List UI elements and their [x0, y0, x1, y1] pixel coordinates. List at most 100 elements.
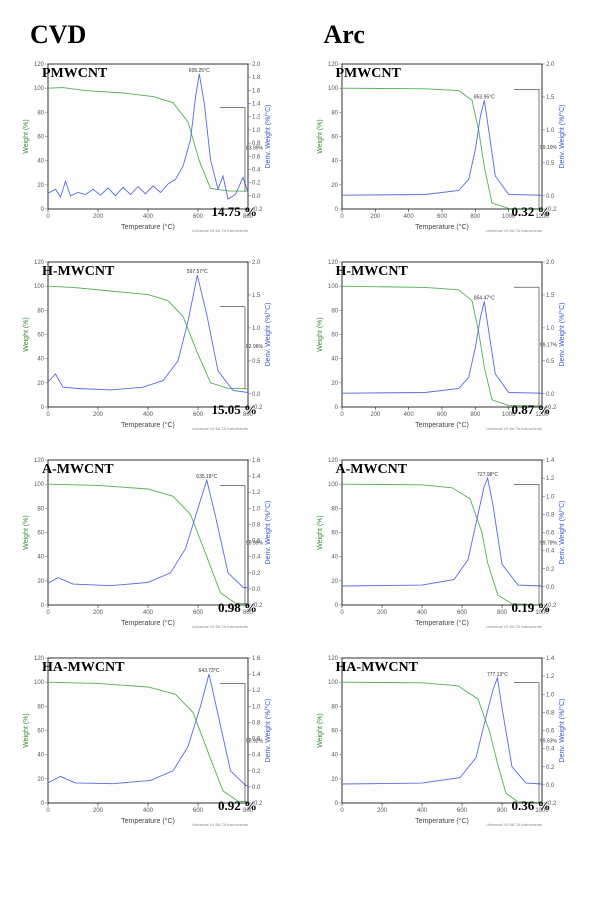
svg-text:99.17%: 99.17%: [540, 343, 558, 349]
svg-text:600: 600: [456, 610, 467, 616]
svg-text:800: 800: [496, 808, 507, 814]
svg-text:80: 80: [37, 308, 44, 314]
svg-text:100: 100: [34, 284, 45, 290]
tga-panel: HA-MWCNT0.36 %02004006008001000020406080…: [314, 648, 569, 828]
svg-text:853.95°C: 853.95°C: [473, 94, 494, 100]
svg-text:Weight (%): Weight (%): [23, 515, 30, 550]
svg-text:600: 600: [193, 412, 204, 418]
svg-text:1.2: 1.2: [252, 115, 261, 121]
svg-text:Weight (%): Weight (%): [317, 713, 324, 748]
svg-text:99.10%: 99.10%: [540, 145, 558, 151]
svg-text:1.2: 1.2: [546, 476, 555, 482]
svg-text:80: 80: [37, 704, 44, 710]
svg-text:80: 80: [37, 506, 44, 512]
svg-text:1.2: 1.2: [546, 674, 555, 680]
svg-text:1.4: 1.4: [252, 474, 261, 480]
svg-text:0.0: 0.0: [546, 392, 555, 398]
svg-text:Temperature (°C): Temperature (°C): [415, 421, 469, 429]
tga-panel: A-MWCNT0.98 %020040060080002040608010012…: [20, 450, 275, 630]
svg-text:60: 60: [37, 333, 44, 339]
svg-text:40: 40: [37, 555, 44, 561]
svg-text:20: 20: [37, 183, 44, 189]
svg-text:20: 20: [331, 381, 338, 387]
svg-text:0.2: 0.2: [252, 571, 261, 577]
svg-text:200: 200: [370, 412, 381, 418]
tga-panel: PMWCNT0.32 %0200400600800100012000204060…: [314, 54, 569, 234]
svg-text:0.0: 0.0: [252, 785, 261, 791]
svg-text:200: 200: [93, 808, 104, 814]
svg-text:20: 20: [37, 777, 44, 783]
svg-text:400: 400: [143, 412, 154, 418]
panel-title: H-MWCNT: [336, 264, 408, 280]
svg-text:1.0: 1.0: [252, 326, 261, 332]
svg-text:1.0: 1.0: [546, 692, 555, 698]
svg-text:0: 0: [340, 412, 344, 418]
svg-text:0: 0: [334, 603, 338, 609]
svg-text:600: 600: [193, 610, 204, 616]
svg-text:0.0: 0.0: [546, 783, 555, 789]
svg-text:40: 40: [331, 753, 338, 759]
svg-text:200: 200: [93, 412, 104, 418]
residual-percent: 0.32 %: [512, 204, 551, 220]
svg-text:99.63%: 99.63%: [540, 739, 558, 745]
residual-percent: 15.05 %: [212, 402, 258, 418]
svg-text:1.8: 1.8: [252, 75, 261, 81]
svg-text:1.6: 1.6: [252, 88, 261, 94]
svg-text:0.0: 0.0: [252, 392, 261, 398]
svg-text:635.18°C: 635.18°C: [196, 474, 217, 480]
svg-text:0.4: 0.4: [546, 549, 555, 555]
svg-text:400: 400: [143, 214, 154, 220]
svg-text:100: 100: [327, 680, 338, 686]
svg-text:600: 600: [193, 808, 204, 814]
svg-text:0.6: 0.6: [546, 531, 555, 537]
svg-text:0.4: 0.4: [252, 167, 261, 173]
svg-text:Temperature (°C): Temperature (°C): [415, 619, 469, 627]
svg-text:1.4: 1.4: [252, 672, 261, 678]
svg-text:0.8: 0.8: [252, 720, 261, 726]
svg-text:727.98°C: 727.98°C: [477, 472, 498, 478]
tga-panel: H-MWCNT15.05 %02004006008000204060801001…: [20, 252, 275, 432]
svg-text:60: 60: [37, 135, 44, 141]
svg-text:854.47°C: 854.47°C: [473, 296, 494, 302]
svg-text:0: 0: [41, 801, 45, 807]
svg-text:99.79%: 99.79%: [540, 541, 558, 547]
svg-text:Weight (%): Weight (%): [317, 515, 324, 550]
svg-text:0.2: 0.2: [252, 769, 261, 775]
svg-text:0: 0: [41, 603, 45, 609]
svg-text:40: 40: [37, 357, 44, 363]
svg-text:1.0: 1.0: [546, 128, 555, 134]
svg-text:2.0: 2.0: [252, 260, 261, 266]
svg-text:20: 20: [37, 381, 44, 387]
chart-grid: CVD Arc: [20, 20, 577, 54]
svg-text:0: 0: [340, 214, 344, 220]
tga-panel: HA-MWCNT0.92 %02004006008000204060801001…: [20, 648, 275, 828]
svg-text:200: 200: [376, 610, 387, 616]
svg-text:0.0: 0.0: [252, 194, 261, 200]
panel-title: PMWCNT: [336, 66, 401, 82]
svg-text:60: 60: [331, 729, 338, 735]
svg-text:20: 20: [331, 579, 338, 585]
svg-text:0.2: 0.2: [546, 765, 555, 771]
panel-title: A-MWCNT: [42, 462, 114, 478]
svg-text:60: 60: [331, 333, 338, 339]
svg-text:800: 800: [496, 610, 507, 616]
svg-text:Temperature (°C): Temperature (°C): [121, 817, 175, 825]
svg-text:80: 80: [37, 110, 44, 116]
svg-text:0: 0: [46, 610, 50, 616]
svg-text:0.6: 0.6: [546, 729, 555, 735]
svg-text:40: 40: [331, 357, 338, 363]
svg-text:0.8: 0.8: [252, 522, 261, 528]
svg-text:600: 600: [436, 412, 447, 418]
svg-text:0: 0: [46, 808, 50, 814]
svg-text:400: 400: [403, 412, 414, 418]
svg-text:400: 400: [416, 610, 427, 616]
svg-text:0.6: 0.6: [252, 154, 261, 160]
svg-text:0.5: 0.5: [546, 359, 555, 365]
svg-text:Deriv. Weight (%/°C): Deriv. Weight (%/°C): [558, 699, 566, 763]
svg-text:20: 20: [331, 183, 338, 189]
tga-panel: PMWCNT14.75 %020040060080002040608010012…: [20, 54, 275, 234]
svg-text:0: 0: [340, 808, 344, 814]
svg-text:0.5: 0.5: [546, 161, 555, 167]
svg-text:Universal V4.5A TA Instruments: Universal V4.5A TA Instruments: [192, 624, 248, 629]
svg-text:1.0: 1.0: [252, 704, 261, 710]
